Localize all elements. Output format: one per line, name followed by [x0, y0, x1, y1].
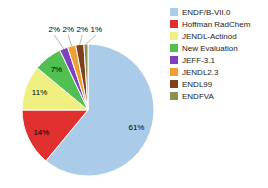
leader-line: [80, 35, 83, 45]
legend-item: ENDFVA: [170, 92, 215, 101]
chart: 61%14%11%7%2%2%2%1%ENDF/B-VII.0Hoffman R…: [0, 0, 268, 188]
pie-slice: [76, 44, 88, 110]
legend-item: JENDL-Actinod: [170, 32, 237, 41]
pie-slice: [84, 44, 88, 110]
data-label: 14%: [33, 128, 49, 137]
leader-line: [68, 35, 71, 46]
data-label: 11%: [32, 88, 47, 97]
data-label: 7%: [51, 65, 63, 74]
legend-swatch: [170, 20, 178, 28]
data-label: 2%: [76, 25, 88, 34]
legend-label: Hoffman RadChem: [182, 20, 251, 29]
data-labels: 61%14%11%7%2%2%2%1%: [32, 25, 145, 137]
data-label: 61%: [128, 123, 144, 132]
legend-swatch: [170, 32, 178, 40]
pie: [22, 44, 154, 176]
legend-swatch: [170, 68, 178, 76]
legend-item: JEFF-3.1: [170, 56, 215, 65]
legend-swatch: [170, 56, 178, 64]
legend-item: New Evaluation: [170, 44, 238, 53]
pie-slice: [22, 110, 88, 161]
legend-swatch: [170, 92, 178, 100]
legend-item: Hoffman RadChem: [170, 20, 251, 29]
legend-label: ENDFVA: [182, 92, 215, 101]
legend-item: ENDF/B-VII.0: [170, 8, 231, 17]
legend-label: JENDL2.3: [182, 68, 219, 77]
legend-swatch: [170, 80, 178, 88]
legend-swatch: [170, 8, 178, 16]
legend-item: JENDL2.3: [170, 68, 219, 77]
legend-label: ENDL99: [182, 80, 213, 89]
legend: ENDF/B-VII.0 Hoffman RadChem JENDL-Actinod…: [170, 8, 251, 101]
legend-item: ENDL99: [170, 80, 213, 89]
data-label: 2%: [62, 25, 74, 34]
legend-label: JEFF-3.1: [182, 56, 215, 65]
legend-label: JENDL-Actinod: [182, 32, 237, 41]
legend-label: ENDF/B-VII.0: [182, 8, 231, 17]
leader-line: [86, 35, 96, 44]
legend-label: New Evaluation: [182, 44, 238, 53]
data-label: 1%: [90, 25, 102, 34]
data-label: 2%: [48, 25, 60, 34]
legend-swatch: [170, 44, 178, 52]
leader-line: [54, 35, 63, 49]
